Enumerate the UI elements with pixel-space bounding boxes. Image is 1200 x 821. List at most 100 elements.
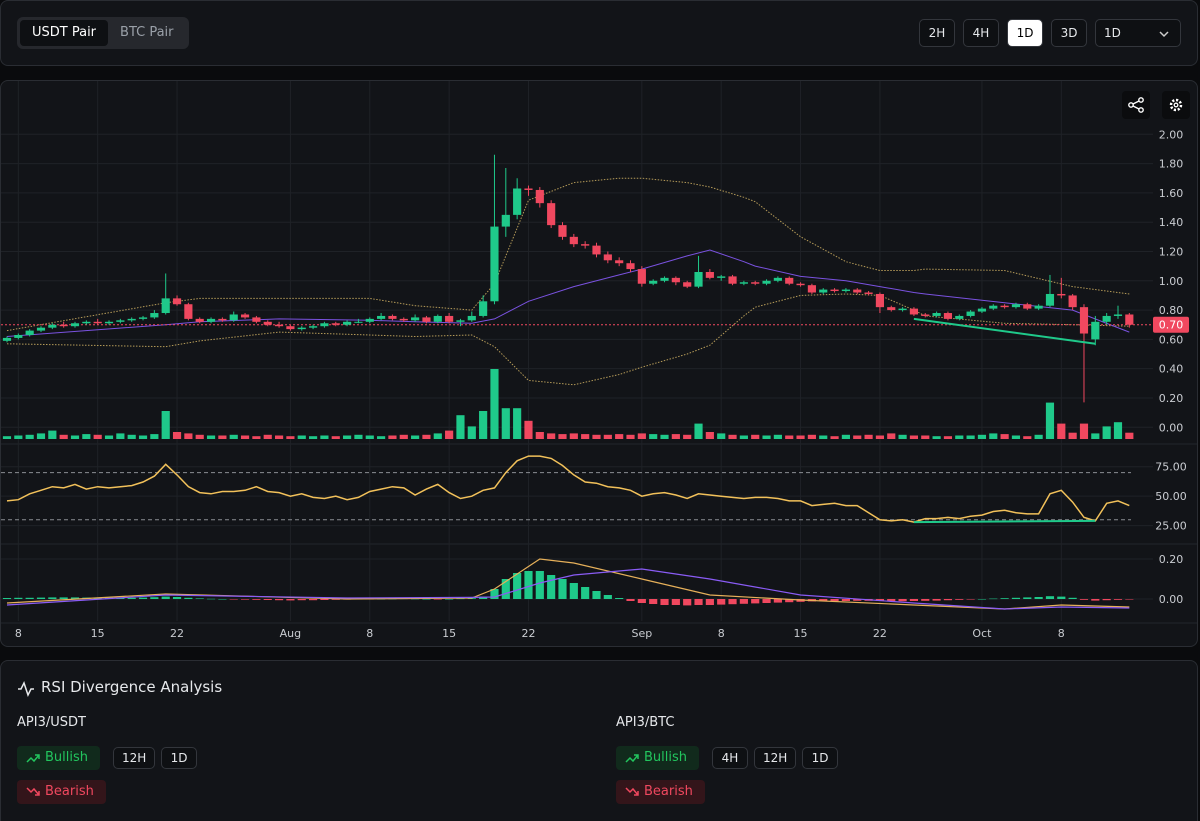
interval-button[interactable]: 2H (919, 19, 955, 47)
chart-panel: 8 15 22 Aug 8 15 22 Sep 8 15 22 Oct 8 0.00 0.20 0.40 0.6… (0, 80, 1198, 647)
volume-bar (467, 426, 476, 439)
volume-bar (853, 435, 862, 439)
bollinger-middle (6, 249, 1130, 337)
candle-body (909, 308, 919, 315)
candle-body (365, 318, 374, 322)
volume-bar (683, 434, 692, 439)
macd-histogram-bar (331, 599, 340, 600)
x-tick-label: Oct (972, 627, 992, 640)
volume-bar (116, 433, 125, 439)
candle-body (762, 280, 771, 284)
rsi-divergence (913, 519, 1096, 524)
volume-bar (445, 430, 454, 439)
y-tick-label: 50.00 (1155, 490, 1187, 503)
pair-tab[interactable]: BTC Pair (120, 25, 174, 40)
candle-body (1113, 314, 1123, 316)
macd-histogram-bar (569, 583, 578, 599)
bearish-badge[interactable]: Bearish (17, 780, 106, 804)
y-tick-label: 25.00 (1155, 520, 1187, 533)
volume-bar (796, 435, 805, 439)
macd-histogram-bar (989, 598, 998, 600)
volume-bar (615, 434, 624, 439)
macd-histogram-bar (490, 589, 499, 599)
candle-body (853, 289, 862, 293)
y-tick-label: 0.20 (1159, 392, 1184, 405)
candle-body (898, 308, 907, 311)
candle-body (445, 315, 454, 322)
candle-body (796, 283, 805, 286)
candle-body (127, 318, 136, 321)
candle-body (694, 272, 703, 287)
share-button[interactable] (1122, 91, 1150, 119)
volume-bar (399, 434, 408, 439)
volume-bar (286, 436, 295, 439)
candle-body (48, 324, 57, 328)
y-tick-label: 75.00 (1155, 461, 1187, 474)
macd-histogram-bar (195, 598, 204, 599)
volume-bar (921, 435, 930, 439)
volume-bar (977, 434, 987, 439)
macd-histogram-bar (1000, 598, 1009, 599)
volume-bar (433, 433, 442, 439)
candle-body (547, 203, 556, 226)
candle-body (252, 317, 261, 322)
volume-bar (875, 435, 884, 439)
macd-histogram-bar (1045, 596, 1055, 599)
interval-button[interactable]: 1D (1007, 19, 1043, 47)
macd-histogram-bar (433, 599, 442, 600)
volume-bar (1068, 432, 1077, 439)
timeframe-button[interactable]: 1D (802, 747, 838, 769)
volume-bar (25, 434, 34, 439)
bearish-badge[interactable]: Bearish (616, 780, 705, 804)
macd-histogram-bar (184, 597, 193, 599)
candle-body (411, 317, 420, 321)
candle-body (943, 313, 953, 319)
candle-body (1057, 293, 1066, 296)
interval-button[interactable]: 3D (1051, 19, 1087, 47)
candle-body (671, 277, 680, 283)
candle-body (14, 334, 23, 338)
bullish-badge[interactable]: Bullish (616, 746, 700, 770)
candle-body (433, 315, 442, 322)
macd-histogram-bar (943, 599, 953, 601)
x-tick-label: 15 (91, 627, 105, 640)
bullish-badge[interactable]: Bullish (17, 746, 101, 770)
macd-histogram-bar (887, 599, 896, 602)
macd-histogram-bar (286, 599, 295, 601)
interval-dropdown[interactable]: 1D (1095, 19, 1181, 47)
candle-body (377, 315, 386, 319)
settings-button[interactable] (1162, 91, 1190, 119)
x-tick-label: Aug (280, 627, 301, 640)
dropdown-label: 1D (1104, 26, 1121, 40)
volume-bar (909, 435, 919, 439)
macd-histogram-bar (513, 573, 522, 599)
macd-histogram-bar (1011, 597, 1021, 599)
macd-histogram-bar (14, 597, 23, 599)
candle-body (569, 236, 578, 245)
rsi-line (6, 455, 1130, 523)
candle-body (819, 289, 828, 293)
volume-bar (887, 433, 896, 439)
volume-bar (343, 435, 352, 439)
candle-body (456, 320, 465, 322)
volume-bar (660, 434, 669, 439)
volume-bar (1034, 434, 1043, 439)
volume-bar (2, 436, 12, 439)
interval-button[interactable]: 4H (963, 19, 999, 47)
volume-bar (150, 434, 159, 439)
macd-histogram-bar (422, 599, 431, 600)
macd-histogram-bar (206, 598, 216, 600)
macd-histogram-bar (751, 599, 760, 604)
timeframe-button[interactable]: 12H (754, 747, 797, 769)
volume-bar (104, 435, 114, 439)
candle-body (286, 326, 295, 330)
macd-histogram-bar (694, 599, 703, 605)
timeframe-button[interactable]: 1D (161, 747, 197, 769)
candle-body (1045, 293, 1055, 306)
candle-body (683, 282, 692, 287)
timeframe-button[interactable]: 12H (113, 747, 156, 769)
macd-histogram-bar (2, 598, 12, 599)
pair-tab[interactable]: USDT Pair (20, 20, 109, 46)
timeframe-button[interactable]: 4H (712, 747, 748, 769)
